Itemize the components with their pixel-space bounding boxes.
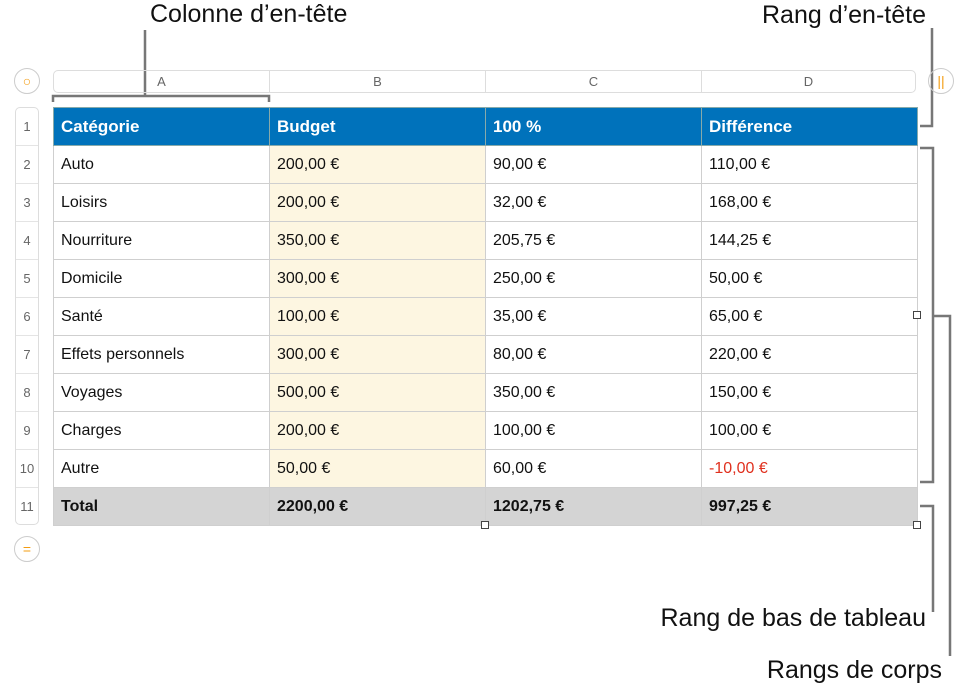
body-row: Voyages 500,00 €350,00 €150,00 € — [53, 373, 918, 412]
header-cell[interactable]: 100 % — [485, 107, 702, 146]
table-cell[interactable]: Domicile — [53, 259, 270, 298]
resize-handle-corner[interactable] — [913, 521, 921, 529]
table-cell[interactable]: 300,00 € — [269, 335, 486, 374]
body-row: Charges 200,00 €100,00 €100,00 € — [53, 411, 918, 450]
row-number[interactable]: 7 — [16, 336, 38, 374]
callout-footer-row: Rang de bas de tableau — [660, 604, 927, 632]
resize-handle-bottom[interactable] — [481, 521, 489, 529]
add-row-button[interactable]: = — [14, 536, 40, 562]
table-cell[interactable]: 150,00 € — [701, 373, 918, 412]
table-cell[interactable]: Loisirs — [53, 183, 270, 222]
table-cell[interactable]: 144,25 € — [701, 221, 918, 260]
body-row: Autre 50,00 €60,00 € -10,00 € — [53, 449, 918, 488]
footer-cell[interactable]: 2200,00 € — [269, 487, 486, 526]
table-cell[interactable]: Effets personnels — [53, 335, 270, 374]
table-cell[interactable]: 168,00 € — [701, 183, 918, 222]
rows-handle-icon: = — [22, 541, 32, 557]
callout-body-rows: Rangs de corps — [766, 656, 942, 684]
table-cell[interactable]: 50,00 € — [269, 449, 486, 488]
row-number[interactable]: 8 — [16, 374, 38, 412]
callout-header-column: Colonne d’en-tête — [150, 0, 348, 28]
table-cell[interactable]: 350,00 € — [269, 221, 486, 260]
callout-header-row: Rang d’en-tête — [761, 1, 926, 29]
table-cell[interactable]: 32,00 € — [485, 183, 702, 222]
body-row: Domicile 300,00 €250,00 €50,00 € — [53, 259, 918, 298]
table-cell[interactable]: 100,00 € — [701, 411, 918, 450]
circle-icon: ○ — [22, 73, 32, 89]
body-row: Auto 200,00 €90,00 €110,00 € — [53, 145, 918, 184]
row-number[interactable]: 3 — [16, 184, 38, 222]
footer-cell[interactable]: 1202,75 € — [485, 487, 702, 526]
body-row: Loisirs 200,00 €32,00 €168,00 € — [53, 183, 918, 222]
row-number[interactable]: 10 — [16, 450, 38, 488]
table-cell[interactable]: 350,00 € — [485, 373, 702, 412]
table-cell[interactable]: Autre — [53, 449, 270, 488]
header-row: Catégorie Budget 100 % Différence — [53, 107, 918, 146]
table-cell[interactable]: 65,00 € — [701, 297, 918, 336]
row-number[interactable]: 5 — [16, 260, 38, 298]
table-cell[interactable]: 300,00 € — [269, 259, 486, 298]
header-cell[interactable]: Différence — [701, 107, 918, 146]
table-cell[interactable]: 500,00 € — [269, 373, 486, 412]
column-letter-d[interactable]: D — [803, 74, 814, 89]
column-letter-c[interactable]: C — [486, 71, 702, 92]
header-cell[interactable]: Budget — [269, 107, 486, 146]
budget-table: Catégorie Budget 100 % Différence Auto 20… — [53, 107, 918, 526]
body-row: Nourriture 350,00 €205,75 €144,25 € — [53, 221, 918, 260]
table-cell[interactable]: 200,00 € — [269, 183, 486, 222]
table-cell[interactable]: 110,00 € — [701, 145, 918, 184]
table-cell[interactable]: 80,00 € — [485, 335, 702, 374]
table-cell[interactable]: 35,00 € — [485, 297, 702, 336]
table-cell[interactable]: Santé — [53, 297, 270, 336]
column-letter-a[interactable]: A — [54, 71, 270, 92]
row-number[interactable]: 4 — [16, 222, 38, 260]
row-number-bar: 1 2 3 4 5 6 7 8 9 10 11 — [15, 107, 39, 525]
table-cell[interactable]: 100,00 € — [485, 411, 702, 450]
table-cell[interactable]: Charges — [53, 411, 270, 450]
table-cell[interactable]: 205,75 € — [485, 221, 702, 260]
column-letter-b[interactable]: B — [270, 71, 486, 92]
add-column-button[interactable]: || — [928, 68, 954, 94]
footer-row: Total 2200,00 € 1202,75 € 997,25 € — [53, 487, 918, 526]
table-cell[interactable]: 220,00 € — [701, 335, 918, 374]
row-number[interactable]: 11 — [20, 499, 34, 514]
table-cell[interactable]: Voyages — [53, 373, 270, 412]
row-number[interactable]: 2 — [16, 146, 38, 184]
row-number[interactable]: 1 — [16, 108, 38, 146]
table-cell[interactable]: 100,00 € — [269, 297, 486, 336]
table-cell[interactable]: 90,00 € — [485, 145, 702, 184]
body-row: Santé 100,00 €35,00 €65,00 € — [53, 297, 918, 336]
footer-cell[interactable]: 997,25 € — [701, 487, 918, 526]
table-cell[interactable]: Auto — [53, 145, 270, 184]
footer-cell[interactable]: Total — [53, 487, 270, 526]
table-select-button[interactable]: ○ — [14, 68, 40, 94]
resize-handle-right[interactable] — [913, 311, 921, 319]
header-cell[interactable]: Catégorie — [53, 107, 270, 146]
table-cell[interactable]: -10,00 € — [701, 449, 918, 488]
table-cell[interactable]: 250,00 € — [485, 259, 702, 298]
row-number[interactable]: 6 — [16, 298, 38, 336]
body-row: Effets personnels 300,00 €80,00 €220,00 € — [53, 335, 918, 374]
columns-handle-icon: || — [937, 73, 945, 89]
table-cell[interactable]: Nourriture — [53, 221, 270, 260]
row-number[interactable]: 9 — [16, 412, 38, 450]
table-cell[interactable]: 50,00 € — [701, 259, 918, 298]
table-cell[interactable]: 60,00 € — [485, 449, 702, 488]
table-cell[interactable]: 200,00 € — [269, 145, 486, 184]
column-header-bar: A B C D — [53, 70, 916, 93]
table-cell[interactable]: 200,00 € — [269, 411, 486, 450]
